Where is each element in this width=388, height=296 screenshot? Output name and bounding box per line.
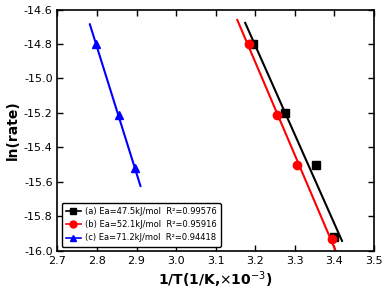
Y-axis label: ln(rate): ln(rate): [5, 100, 19, 160]
X-axis label: 1/T(1/K,$\times$10$^{-3}$): 1/T(1/K,$\times$10$^{-3}$): [158, 270, 273, 290]
Legend: (a) Ea=47.5kJ/mol  R²=0.99576, (b) Ea=52.1kJ/mol  R²=0.95916, (c) Ea=71.2kJ/mol : (a) Ea=47.5kJ/mol R²=0.99576, (b) Ea=52.…: [62, 203, 221, 247]
